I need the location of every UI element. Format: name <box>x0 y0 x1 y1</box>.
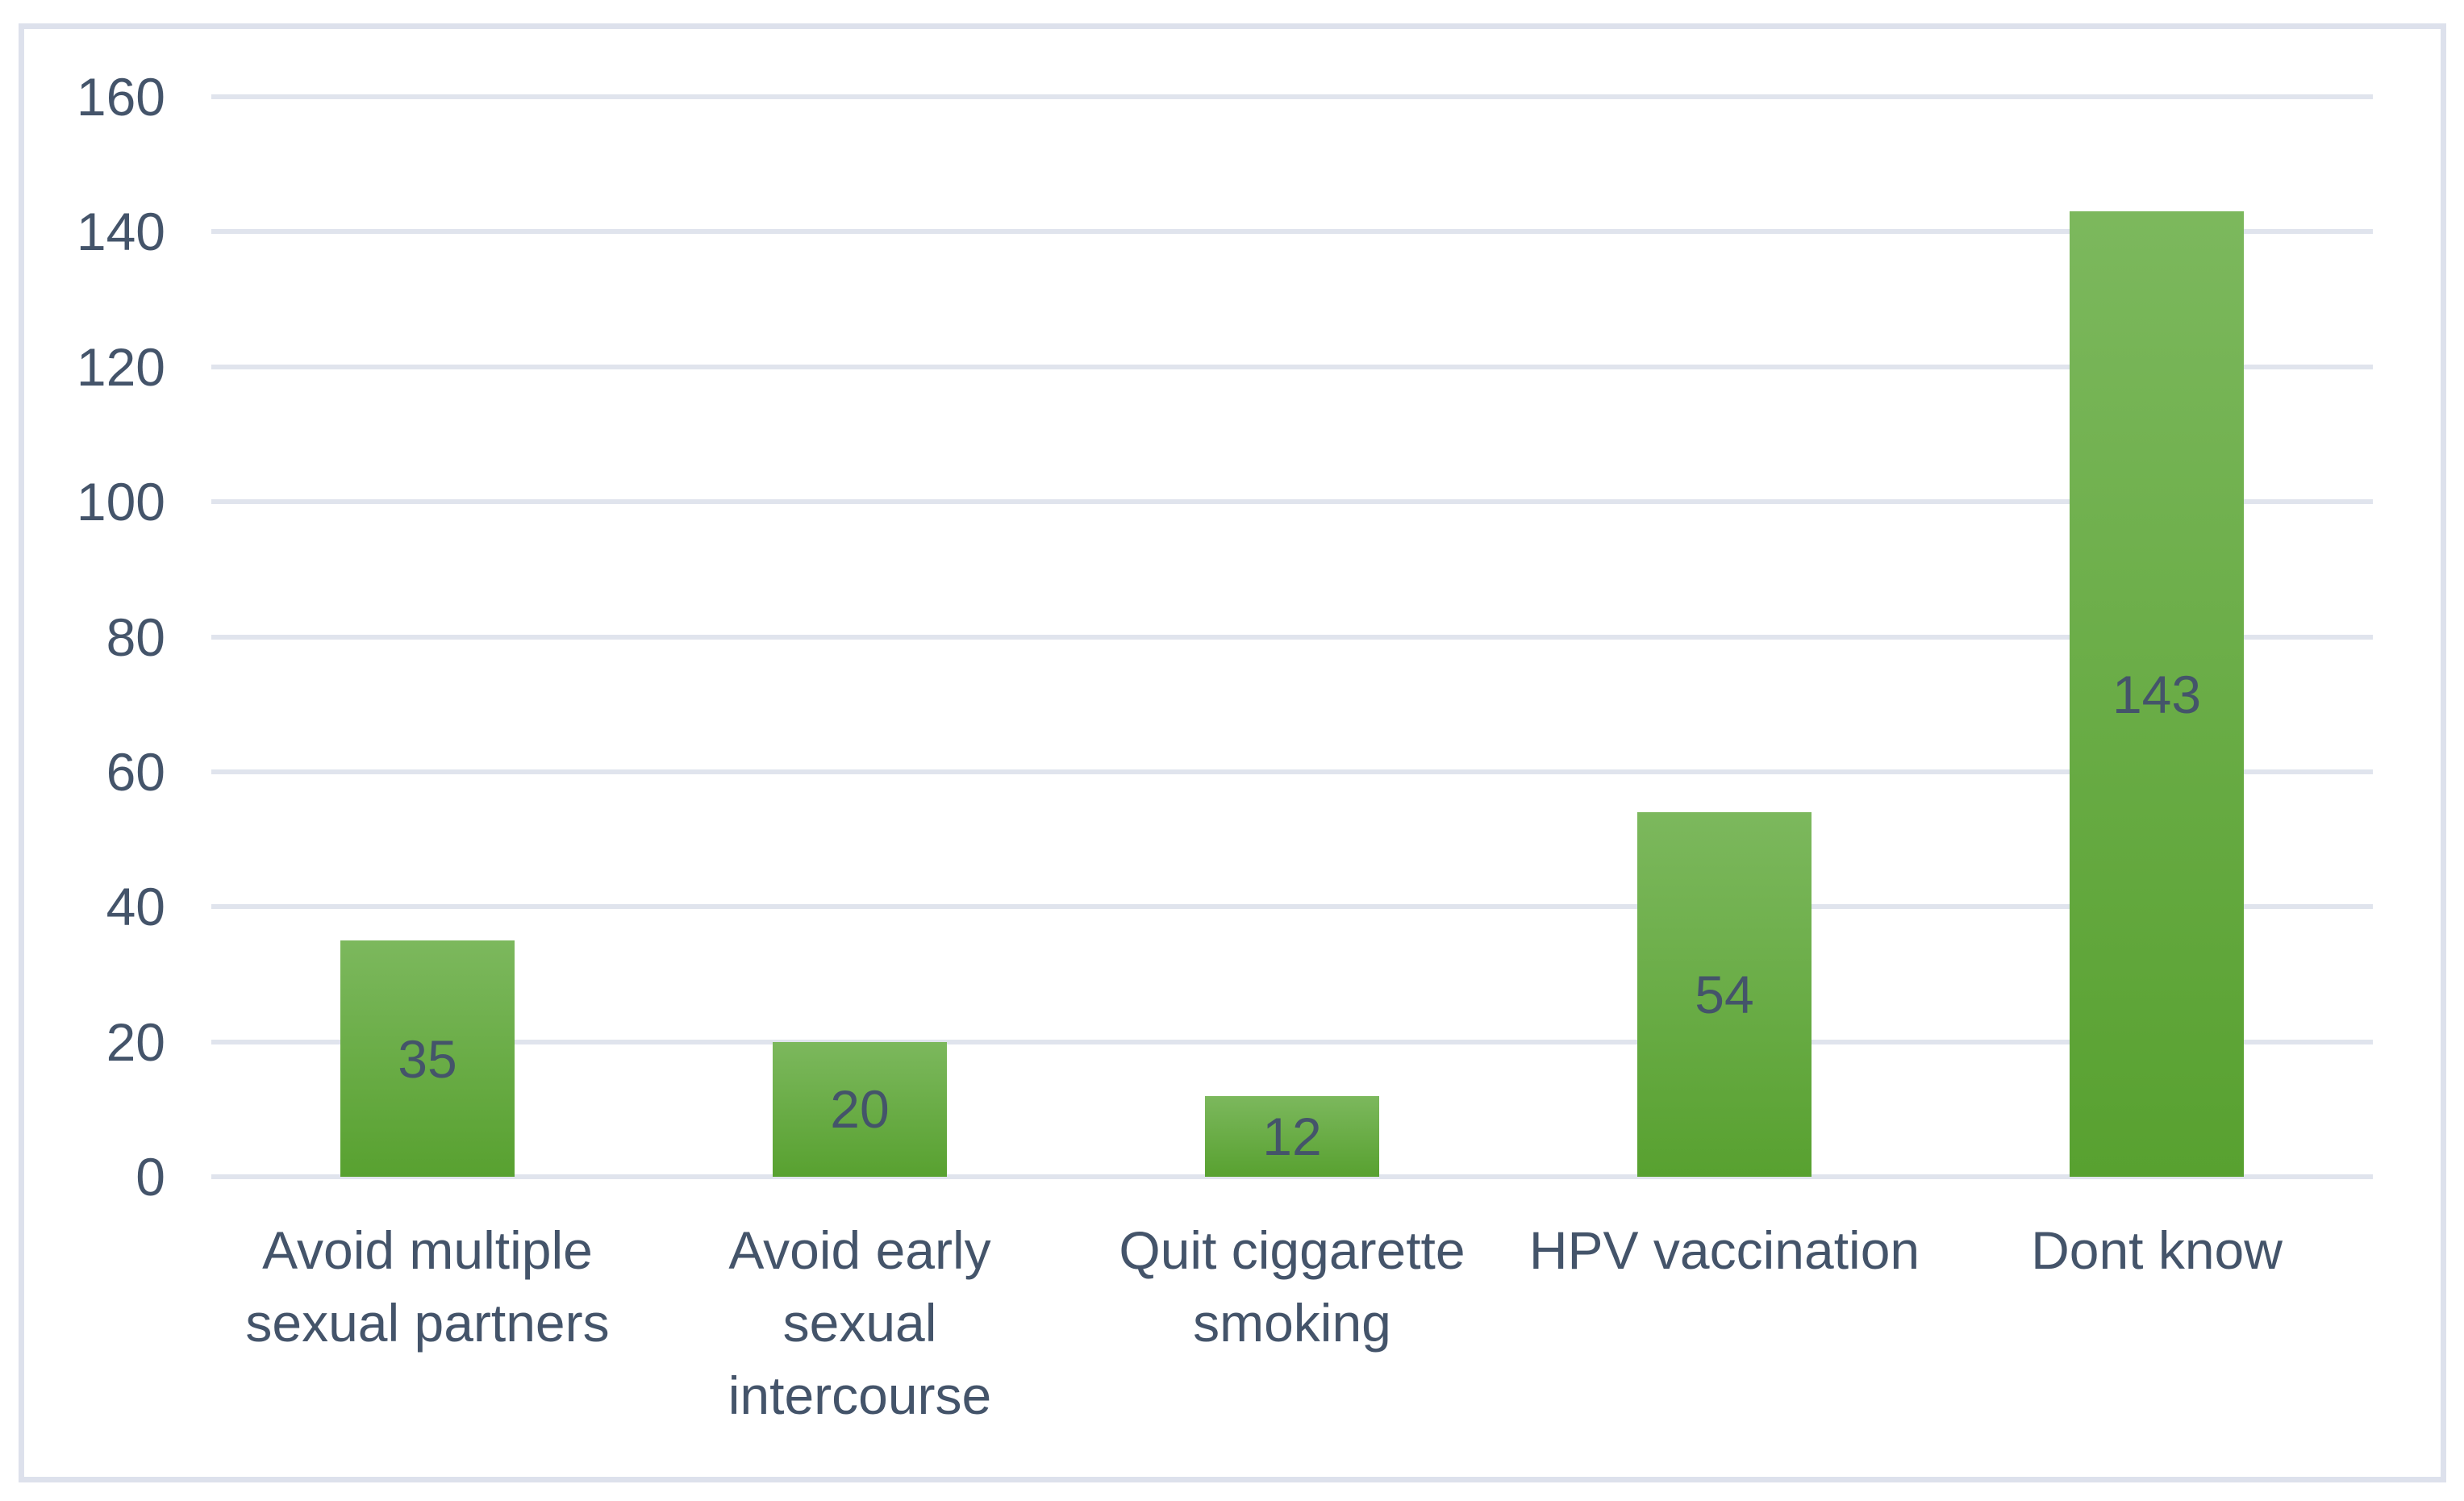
gridline-y-40 <box>211 904 2373 910</box>
y-axis-tick-label: 160 <box>76 67 165 127</box>
gridline-y-140 <box>211 229 2373 235</box>
gridline-y-80 <box>211 634 2373 640</box>
y-axis-tick-label: 80 <box>106 607 165 667</box>
bar-quit-ciggarette-smoking <box>1205 1095 1379 1177</box>
bar-value-label: 54 <box>1695 965 1754 1025</box>
bar-dont-know <box>2070 211 2244 1177</box>
bar-hpv-vaccination <box>1637 812 1812 1177</box>
y-axis-tick-label: 20 <box>106 1011 165 1072</box>
x-axis-category-label: Avoid multiple sexual partners <box>245 1220 610 1353</box>
x-axis-category-label: Quit ciggarette smoking <box>1119 1220 1465 1353</box>
x-axis-category-label: Dont know <box>2031 1220 2283 1280</box>
gridline-y-60 <box>211 769 2373 774</box>
gridline-y-120 <box>211 364 2373 369</box>
gridline-y-0 <box>211 1174 2373 1179</box>
plot-area: 35 20 12 54 143 <box>211 94 2373 1179</box>
chart-frame <box>19 23 2446 1482</box>
y-axis-tick-label: 60 <box>106 741 165 802</box>
y-axis-tick-label: 0 <box>135 1147 165 1207</box>
y-axis-tick-label: 40 <box>106 877 165 937</box>
bar-value-label: 20 <box>830 1079 890 1140</box>
x-axis-category-label: HPV vaccination <box>1528 1220 1920 1280</box>
bar-avoid-multiple-sexual-partners <box>340 940 515 1177</box>
bar-value-label: 143 <box>2112 664 2202 724</box>
bar-value-label: 12 <box>1262 1106 1322 1166</box>
y-axis-tick-label: 140 <box>76 202 165 262</box>
gridline-y-100 <box>211 499 2373 505</box>
x-axis-category-label: Avoid early sexual intercourse <box>728 1220 992 1425</box>
y-axis-tick-label: 100 <box>76 472 165 532</box>
bar-avoid-early-sexual-intercourse <box>773 1041 947 1177</box>
gridline-y-20 <box>211 1039 2373 1044</box>
bar-value-label: 35 <box>398 1028 457 1089</box>
y-axis-tick-label: 120 <box>76 336 165 397</box>
gridline-y-160 <box>211 94 2373 99</box>
